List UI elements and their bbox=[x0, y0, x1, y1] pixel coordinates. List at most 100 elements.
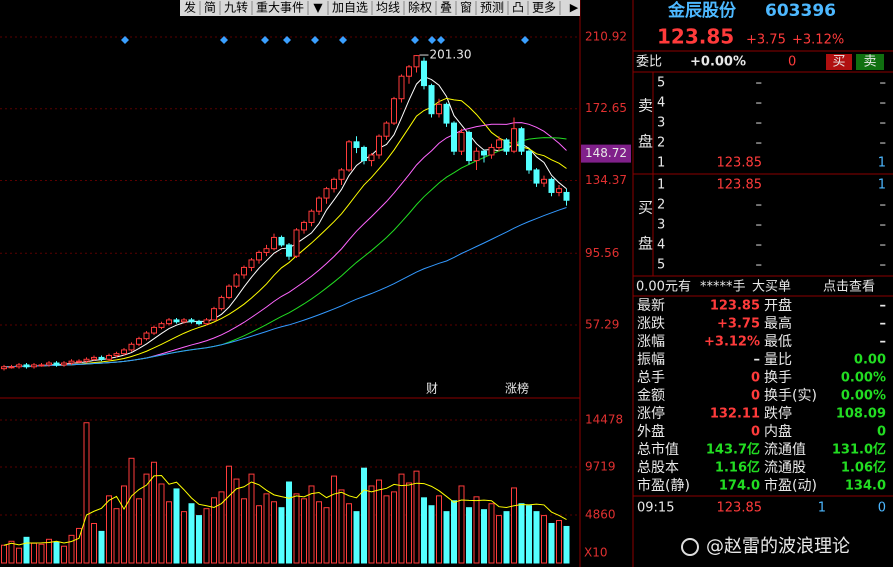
stat-value: – bbox=[880, 317, 887, 332]
stat-label: 跌停 bbox=[764, 405, 792, 422]
toolbar-item[interactable]: 重大事件 bbox=[256, 1, 304, 15]
stat-label: 最新 bbox=[637, 298, 665, 314]
ma-line bbox=[4, 97, 567, 368]
stock-name: 金辰股份 bbox=[667, 0, 737, 21]
candle-body bbox=[1, 366, 7, 370]
candle-body bbox=[38, 364, 45, 367]
stat-value: 131.0亿 bbox=[832, 442, 886, 458]
stat-label: 涨跌 bbox=[637, 316, 665, 332]
toolbar-item[interactable]: 发 bbox=[184, 0, 196, 15]
current-price: 148.72 bbox=[585, 146, 627, 160]
bigorder: 大买单 bbox=[752, 280, 791, 295]
sell-button-label[interactable]: 卖 bbox=[863, 55, 876, 70]
volume-bar bbox=[308, 485, 315, 564]
volume-bar bbox=[173, 488, 180, 564]
volume-bar bbox=[548, 522, 555, 564]
event-marker[interactable] bbox=[521, 36, 529, 44]
volume-bar bbox=[196, 515, 202, 564]
candle-body bbox=[196, 321, 202, 325]
sell-button[interactable] bbox=[856, 54, 884, 70]
candle-body bbox=[151, 326, 157, 334]
candle-body bbox=[23, 364, 30, 368]
event-marker[interactable] bbox=[220, 36, 228, 44]
event-marker[interactable] bbox=[261, 36, 269, 44]
candle-body bbox=[503, 139, 510, 152]
tick-price: 123.85 bbox=[717, 501, 763, 516]
event-label[interactable]: 财 bbox=[426, 382, 438, 396]
volume-bar bbox=[391, 491, 397, 564]
volume-bar bbox=[46, 538, 52, 564]
volume-bar bbox=[151, 461, 157, 564]
volume-bar bbox=[181, 511, 187, 564]
volume-bar bbox=[23, 536, 30, 564]
bigorder: *****手 bbox=[700, 280, 746, 295]
volume-bar bbox=[541, 515, 547, 564]
toolbar bbox=[180, 0, 580, 16]
toolbar-item[interactable]: 加自选 bbox=[332, 1, 368, 15]
event-label[interactable]: 涨榜 bbox=[505, 381, 529, 396]
volume-bar bbox=[38, 543, 45, 564]
stat-value: – bbox=[880, 299, 887, 314]
toolbar-item[interactable]: 简 bbox=[204, 1, 216, 15]
toolbar-item[interactable]: 九转 bbox=[224, 0, 248, 15]
candle-body bbox=[436, 103, 442, 115]
stat-value: 143.7亿 bbox=[706, 442, 760, 458]
event-marker[interactable] bbox=[437, 36, 445, 44]
bigorder-link[interactable]: 点击查看 bbox=[823, 279, 875, 295]
stat-label: 量比 bbox=[764, 352, 792, 368]
stat-value: 0.00% bbox=[841, 371, 886, 386]
event-marker[interactable] bbox=[283, 36, 291, 44]
level-index: 3 bbox=[657, 218, 665, 233]
candle-body bbox=[53, 362, 60, 366]
candle-body bbox=[16, 364, 22, 368]
toolbar-item[interactable]: 窗 bbox=[460, 1, 472, 15]
stat-label: 最高 bbox=[764, 315, 792, 332]
buy-button-label[interactable]: 买 bbox=[832, 55, 845, 70]
buy-button[interactable] bbox=[826, 54, 852, 70]
volume-bar bbox=[473, 496, 480, 564]
level-volume: – bbox=[880, 96, 887, 111]
candle-body bbox=[158, 323, 165, 328]
toolbar-item[interactable]: 叠 bbox=[440, 1, 452, 15]
candle-body bbox=[226, 285, 232, 298]
toolbar-item[interactable]: 均线 bbox=[376, 1, 400, 15]
buy-label: 盘 bbox=[638, 235, 653, 253]
stat-label: 最低 bbox=[764, 334, 792, 350]
stat-value: 0 bbox=[751, 425, 760, 440]
volume-bar bbox=[1, 544, 7, 564]
volume-bar bbox=[271, 501, 277, 564]
stat-label: 市盈(动) bbox=[764, 477, 817, 494]
event-marker[interactable] bbox=[311, 36, 319, 44]
stat-value: – bbox=[880, 335, 887, 350]
candle-body bbox=[481, 150, 487, 156]
candle-body bbox=[488, 146, 495, 156]
y-tick-label: 4860 bbox=[585, 507, 616, 521]
volume-bar bbox=[233, 478, 240, 564]
volume-bar bbox=[398, 473, 405, 564]
level-price: – bbox=[756, 76, 763, 91]
toolbar-item[interactable]: 除权 bbox=[408, 0, 432, 15]
toolbar-item[interactable]: 预测 bbox=[480, 1, 504, 15]
volume-bar bbox=[188, 503, 195, 564]
volume-bar bbox=[136, 498, 142, 564]
volume-bar bbox=[488, 503, 495, 564]
volume-bar bbox=[166, 501, 172, 564]
candle-body bbox=[256, 251, 262, 261]
stat-label: 开盘 bbox=[764, 297, 792, 314]
stat-value: 1.06亿 bbox=[841, 460, 886, 476]
event-marker[interactable] bbox=[428, 36, 436, 44]
event-marker[interactable] bbox=[121, 36, 129, 44]
volume-bar bbox=[286, 481, 292, 564]
toolbar-item[interactable]: 更多 bbox=[532, 1, 556, 15]
y-tick-label: 95.56 bbox=[585, 246, 619, 260]
toolbar-item[interactable]: 凸 bbox=[512, 1, 524, 15]
event-marker[interactable] bbox=[339, 36, 347, 44]
bigorder: 0.00元有 bbox=[636, 280, 691, 295]
toolbar-icon[interactable]: ▶ bbox=[570, 1, 579, 14]
event-marker[interactable] bbox=[411, 36, 419, 44]
volume-bar bbox=[98, 530, 105, 564]
stat-value: 134.0 bbox=[845, 479, 886, 494]
y-tick-label: 57.29 bbox=[585, 318, 619, 332]
toolbar-item[interactable]: ▼ bbox=[313, 1, 323, 15]
